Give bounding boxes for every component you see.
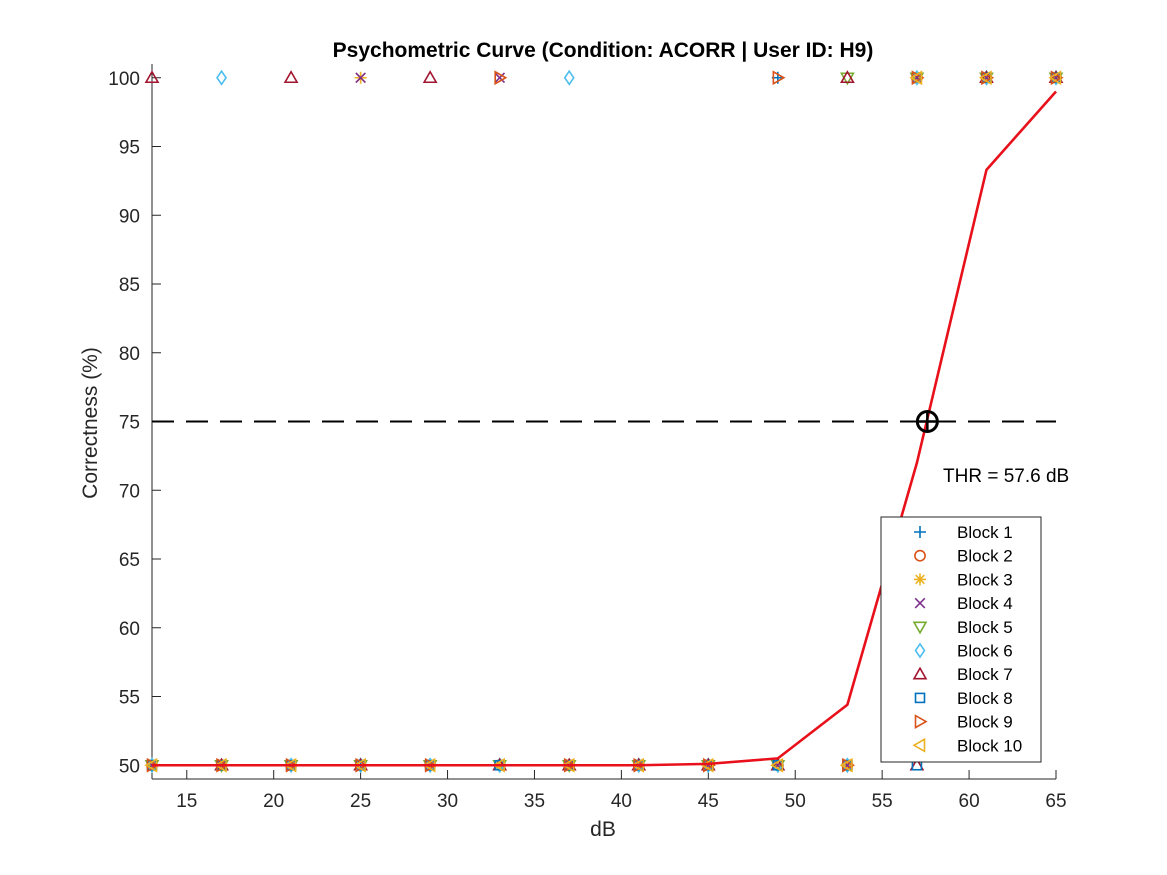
legend-marker-block-4 <box>914 597 926 609</box>
block-7-point <box>283 70 299 84</box>
legend-marker-block-6 <box>914 642 926 659</box>
block-10-point <box>839 757 853 773</box>
chart-title: Psychometric Curve (Condition: ACORR | U… <box>333 39 874 62</box>
x-tick-label: 65 <box>1045 791 1066 812</box>
x-tick-label: 15 <box>176 791 197 812</box>
y-tick-label: 100 <box>108 69 140 90</box>
x-tick-label: 30 <box>437 791 458 812</box>
x-tick-label: 55 <box>872 791 893 812</box>
x-tick-label: 35 <box>524 791 545 812</box>
threshold-marker <box>915 410 939 433</box>
fit-curve-line <box>152 90 1057 767</box>
legend-label-block-7: Block 7 <box>957 665 1013 684</box>
block-10-point <box>1048 70 1062 86</box>
block-10-point <box>770 757 784 773</box>
x-axis-ticks: 15 20 25 30 35 40 45 50 55 60 65 <box>176 770 1067 812</box>
block-9-point <box>772 70 786 86</box>
x-tick-label: 40 <box>611 791 632 812</box>
legend-label-block-3: Block 3 <box>957 570 1013 589</box>
block-7-point <box>422 70 438 84</box>
legend-label-block-1: Block 1 <box>957 523 1013 542</box>
legend-marker-block-5 <box>912 621 928 635</box>
y-tick-label: 75 <box>119 413 140 434</box>
y-tick-label: 65 <box>119 550 140 571</box>
y-tick-label: 50 <box>119 756 140 777</box>
legend-label-block-2: Block 2 <box>957 547 1013 566</box>
block-10-point <box>978 70 992 86</box>
block-4-point <box>494 72 506 84</box>
block-7-point <box>840 70 855 84</box>
block-9-point <box>494 70 508 86</box>
y-axis-label: Correctness (%) <box>79 347 102 499</box>
legend-label-block-6: Block 6 <box>957 642 1013 661</box>
y-tick-label: 90 <box>119 206 140 227</box>
x-tick-label: 60 <box>959 791 980 812</box>
block-6-point <box>563 69 575 86</box>
y-tick-label: 70 <box>119 481 140 502</box>
legend-label-block-5: Block 5 <box>957 618 1013 637</box>
y-tick-label: 95 <box>119 138 140 159</box>
x-tick-label: 25 <box>350 791 371 812</box>
legend-box <box>880 516 1042 763</box>
block-5-point <box>909 72 925 86</box>
x-tick-label: 45 <box>698 791 719 812</box>
block-4-point <box>355 72 366 84</box>
block-6-point <box>216 69 228 86</box>
threshold-annotation: THR = 57.6 dB <box>943 466 1069 487</box>
legend-marker-block-3 <box>914 573 926 586</box>
block-10-point <box>909 70 923 86</box>
block-7-point <box>144 70 160 84</box>
legend-marker-block-7 <box>912 666 928 680</box>
x-tick-label: 50 <box>785 791 806 812</box>
legend-label-block-8: Block 8 <box>957 689 1013 708</box>
fit-curve <box>152 90 1057 767</box>
chart-legend: Block 1 Block 2 Block 3 Block 4 Block 5 Block… <box>880 516 1042 763</box>
y-tick-label: 85 <box>119 275 140 296</box>
threshold-cross <box>916 410 939 433</box>
legend-label-block-9: Block 9 <box>957 713 1013 732</box>
y-tick-label: 55 <box>119 688 140 709</box>
legend-label-block-4: Block 4 <box>957 594 1013 613</box>
x-tick-label: 20 <box>263 791 284 812</box>
legend-marker-block-1 <box>914 526 926 538</box>
y-axis-ticks: 50 55 60 65 70 75 80 85 90 95 100 <box>108 69 161 777</box>
legend-marker-block-9 <box>914 714 928 729</box>
legend-marker-block-2 <box>914 549 926 562</box>
legend-label-block-10: Block 10 <box>957 736 1022 755</box>
legend-marker-block-8 <box>914 692 926 704</box>
x-axis-label: dB <box>590 818 616 841</box>
legend-marker-block-10 <box>912 737 926 753</box>
y-tick-label: 60 <box>119 619 140 640</box>
block-10-point <box>700 757 714 773</box>
y-tick-label: 80 <box>119 344 140 365</box>
